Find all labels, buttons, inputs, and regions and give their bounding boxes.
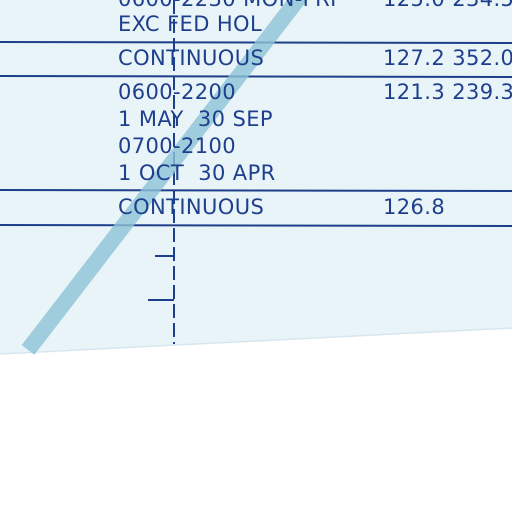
table-rule — [0, 75, 512, 78]
hours-row-4: CONTINUOUS — [118, 195, 265, 219]
table-rule — [0, 224, 512, 227]
hours-row-1-line-2: EXC FED HOL — [118, 12, 263, 36]
hours-row-3-line-2: 1 MAY 30 SEP — [118, 107, 273, 131]
chart-paper — [0, 0, 512, 354]
hours-row-3-line-4: 1 OCT 30 APR — [118, 161, 276, 185]
freq-row-2: 127.2 352.0 — [383, 46, 512, 70]
chart-margin — [0, 328, 512, 512]
route-band — [21, 0, 308, 355]
freq-row-1: 125.0 234.5 — [383, 0, 512, 13]
freq-row-3: 121.3 239.3 — [383, 80, 512, 104]
hours-row-3-line-1: 0600-2200 — [118, 80, 237, 104]
hours-row-3-line-3: 0700-2100 — [118, 134, 237, 158]
hours-row-1-line-1: 0600-2230 MON-FRI — [118, 0, 337, 13]
chart-edge-line — [0, 327, 512, 355]
hours-row-2: CONTINUOUS — [118, 46, 265, 70]
freq-row-4: 126.8 — [383, 195, 446, 219]
table-rule — [0, 189, 512, 192]
